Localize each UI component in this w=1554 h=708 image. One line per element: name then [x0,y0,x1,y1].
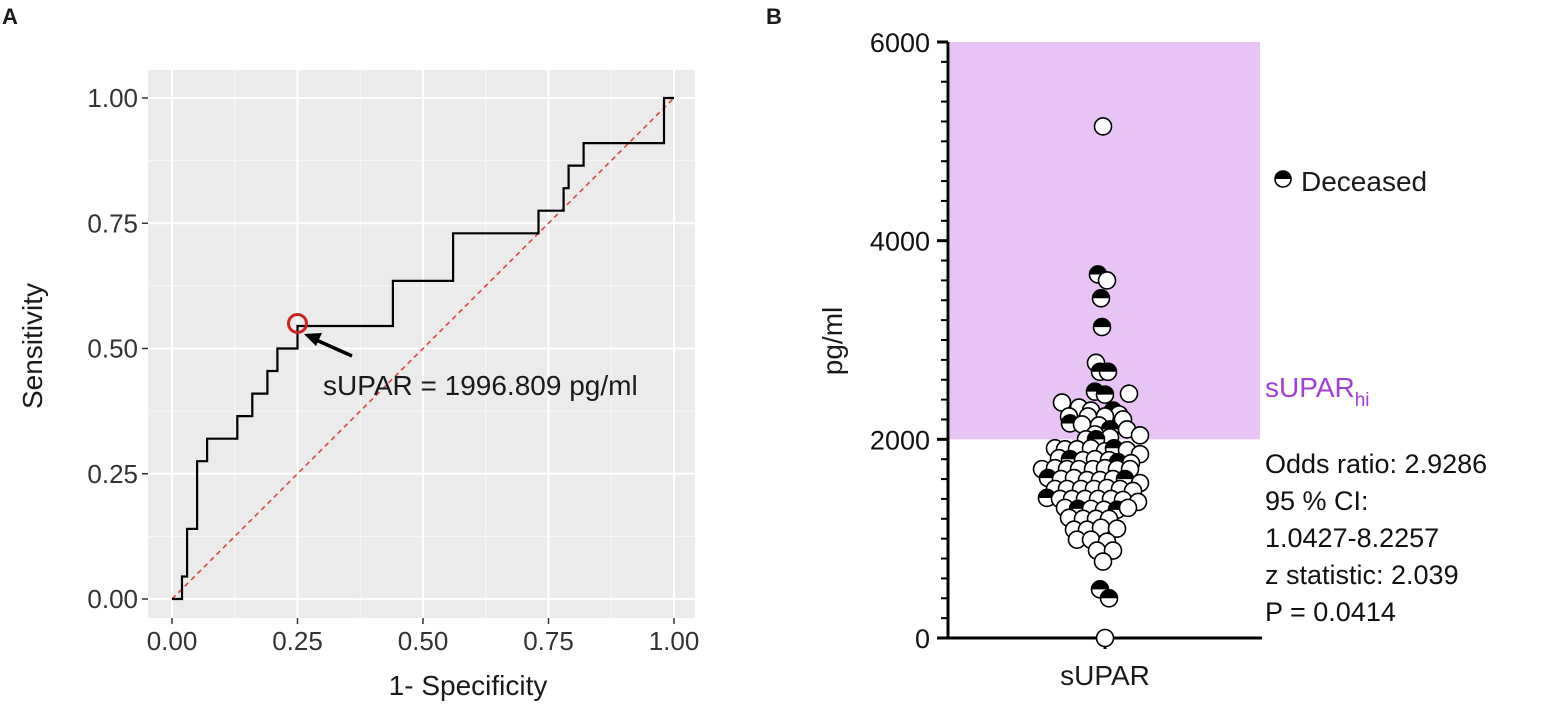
stat-p-value: P = 0.0414 [1265,597,1396,627]
stat-ci-range: 1.0427-8.2257 [1265,523,1439,553]
legend-deceased-marker [1274,170,1292,188]
legend: Deceased [1274,166,1427,197]
suPAR-y-axis: 0 2000 4000 6000 [870,28,1262,654]
data-point [1093,117,1113,136]
y-tick-label: 0.50 [87,334,138,364]
stat-odds-ratio: Odds ratio: 2.9286 [1265,449,1487,479]
roc-reference-line [171,97,675,600]
stat-ci-label: 95 % CI: [1265,486,1369,516]
y-tick-label: 0 [915,624,930,654]
legend-deceased-label: Deceased [1301,166,1427,197]
panel-a-label: A [2,4,18,29]
cutoff-arrow [304,333,353,358]
data-point [1107,519,1127,539]
x-tick-label: 0.00 [147,626,198,656]
y-tick-label: 2000 [870,425,930,455]
supar-y-axis-title: pg/ml [817,307,848,375]
data-point [1119,384,1139,403]
data-point-deceased [1091,288,1111,308]
suparhi-label: sUPARhi [1265,372,1370,411]
data-point-deceased [1092,317,1112,337]
y-tick-label: 6000 [870,28,930,58]
cutoff-annotation: sUPAR = 1996.809 pg/ml [323,370,638,401]
legend-marker-dot [1274,170,1292,188]
data-point-deceased [1095,385,1115,404]
statistics-block: Odds ratio: 2.9286 95 % CI: 1.0427-8.225… [1265,449,1487,627]
y-tick-label: 1.00 [87,83,138,113]
data-point [1130,426,1150,445]
roc-curve [172,96,674,601]
data-point [1095,628,1115,648]
roc-chart: sUPAR = 1996.809 pg/ml 0.00 0.25 0.50 0.75 1… [17,70,699,701]
y-tick-label: 0.00 [87,584,138,614]
x-tick-label: 0.50 [398,626,449,656]
x-tick-label: 0.75 [523,626,574,656]
cutoff-marker [287,312,308,334]
x-tick-label: 1.00 [649,626,700,656]
stat-z-statistic: z statistic: 2.039 [1265,560,1459,590]
y-tick-label: 0.25 [87,459,138,489]
roc-gridlines [148,70,695,618]
data-point [1093,552,1113,571]
panel-b-label: B [766,4,782,29]
data-point [1097,271,1117,290]
suPAR-chart: 0 2000 4000 6000 pg/ml sUPAR sUPARhi Deceas… [817,28,1487,691]
suPAR-points [1032,117,1150,648]
roc-plot-background [148,70,695,618]
roc-x-axis-title: 1- Specificity [389,670,548,701]
x-tick-label: 0.25 [272,626,323,656]
roc-axis-ticks: 0.00 0.25 0.50 0.75 1.00 0.00 0.25 0.50 0.75 1.00 [87,83,699,656]
supar-x-axis-label: sUPAR [1060,660,1150,691]
y-tick-label: 4000 [870,227,930,257]
y-tick-label: 0.75 [87,208,138,238]
data-point [1118,498,1138,518]
data-point-deceased [1099,588,1119,608]
roc-y-axis-title: Sensitivity [17,283,48,409]
data-point-deceased [1098,362,1118,382]
